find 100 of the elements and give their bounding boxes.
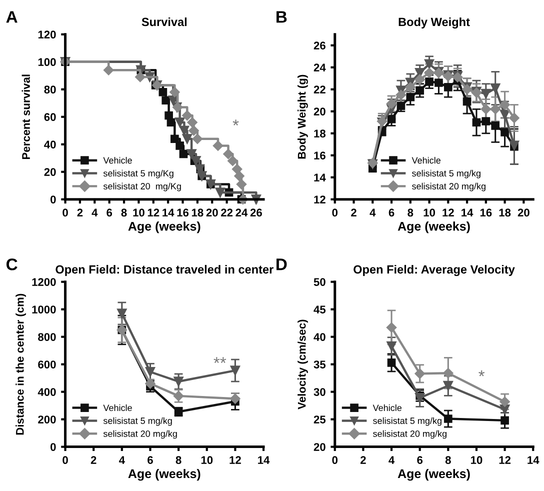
y-tick-label: 80	[44, 86, 56, 94]
legend-label: selisistat 5 mg/Kg	[103, 170, 174, 178]
x-tick-label: 24	[236, 208, 248, 216]
legend-label: selisistat 20 mg/Kg	[103, 182, 181, 192]
x-tick-label: 8	[176, 456, 182, 464]
chart-title: Body Weight	[398, 17, 470, 29]
x-tick-label: 8	[445, 456, 451, 464]
x-tick-label: 2	[351, 208, 356, 216]
x-tick-label: 4	[370, 208, 376, 216]
x-axis-title: Age (weeks)	[128, 468, 200, 481]
y-tick-label: 14	[314, 174, 326, 182]
x-tick-label: 14	[258, 456, 270, 464]
x-tick-label: 0	[62, 456, 68, 464]
x-tick-label: 12	[499, 456, 511, 464]
x-tick-label: 4	[388, 456, 395, 464]
y-tick-label: 26	[314, 42, 326, 50]
y-tick-label: 18	[314, 130, 326, 138]
y-tick-label: 0	[50, 196, 56, 204]
y-tick-label: 25	[314, 416, 326, 424]
y-tick-label: 40	[314, 333, 326, 341]
y-tick-label: 24	[314, 64, 326, 72]
legend-label: Vehicle	[412, 156, 440, 164]
x-tick-label: 12	[230, 456, 241, 464]
y-tick-label: 20	[44, 168, 56, 176]
y-tick-label: 20	[314, 443, 326, 451]
annotation: *	[478, 370, 485, 376]
y-tick-label: 800	[38, 333, 56, 341]
legend-label: selisistat 5 mg/kg	[103, 417, 172, 426]
x-tick-label: 14	[162, 208, 174, 216]
x-tick-label: 20	[206, 208, 218, 217]
chart-title: Open Field: Average Velocity	[354, 264, 515, 276]
y-axis-title: Body Weight (g)	[298, 74, 308, 159]
x-tick-label: 4	[92, 208, 98, 216]
y-tick-label: 22	[314, 86, 326, 94]
x-tick-label: 4	[119, 456, 125, 464]
y-tick-label: 16	[314, 152, 326, 160]
legend-label: selisistat 20 mg/kg	[412, 182, 486, 192]
x-axis-title: Age (weeks)	[398, 468, 470, 481]
chart-title: Open Field: Distance traveled in center	[56, 264, 274, 276]
y-tick-label: 40	[44, 140, 56, 148]
x-tick-label: 14	[528, 456, 540, 464]
x-tick-label: 18	[192, 208, 204, 217]
legend-label: selisistat 5 mg/kg	[412, 170, 480, 178]
chart-title: Survival	[142, 17, 187, 26]
x-tick-label: 6	[106, 208, 112, 217]
y-tick-label: 12	[314, 196, 326, 204]
x-tick-label: 0	[332, 208, 338, 217]
y-tick-label: 35	[314, 360, 326, 368]
x-axis-title: Age (weeks)	[398, 222, 470, 234]
y-axis-title: Percent survival	[22, 74, 30, 160]
legend-label: selisistat 5 mg/kg	[373, 417, 442, 426]
x-tick-label: 6	[388, 208, 394, 217]
y-tick-label: 1200	[32, 278, 56, 286]
legend-label: Vehicle	[372, 404, 402, 412]
y-tick-label: 400	[38, 388, 56, 396]
x-tick-label: 2	[360, 456, 366, 464]
text: C	[6, 258, 18, 270]
y-tick-label: 600	[38, 360, 56, 368]
y-tick-label: 20	[314, 108, 326, 116]
x-tick-label: 12	[442, 208, 454, 216]
y-tick-label: 1000	[32, 306, 56, 314]
x-tick-label: 10	[133, 208, 144, 217]
text: D	[276, 258, 287, 270]
legend-label: selisistat 20 mg/kg	[373, 430, 446, 439]
legend-label: Vehicle	[103, 404, 132, 412]
annotation: **	[214, 357, 226, 364]
y-tick-label: 0	[50, 443, 56, 451]
x-tick-label: 16	[177, 208, 189, 217]
y-tick-label: 120	[38, 30, 56, 39]
x-tick-label: 0	[332, 456, 338, 464]
x-tick-label: 12	[148, 208, 160, 216]
x-tick-label: 10	[424, 208, 436, 217]
annotation: *	[232, 120, 239, 126]
x-tick-label: 26	[250, 208, 262, 217]
x-tick-label: 8	[408, 208, 414, 217]
y-tick-label: 30	[314, 388, 326, 396]
x-tick-label: 2	[90, 456, 96, 464]
legend-label: selisistat 20 mg/kg	[103, 430, 177, 439]
y-tick-label: 200	[38, 416, 56, 424]
y-axis-title: Distance in the center (cm)	[16, 294, 26, 435]
y-tick-label: 60	[44, 113, 56, 121]
x-tick-label: 16	[480, 208, 492, 217]
x-tick-label: 2	[77, 208, 83, 216]
text: B	[276, 11, 287, 23]
x-tick-label: 6	[148, 456, 153, 464]
x-axis-title: Age (weeks)	[128, 222, 200, 234]
y-tick-label: 50	[314, 278, 326, 286]
text: A	[6, 11, 18, 23]
x-tick-label: 10	[201, 456, 213, 464]
x-tick-label: 8	[121, 208, 127, 217]
x-tick-label: 22	[221, 208, 233, 216]
x-tick-label: 18	[499, 208, 511, 217]
y-tick-label: 45	[314, 306, 326, 314]
x-tick-label: 0	[62, 208, 68, 217]
x-tick-label: 10	[471, 456, 482, 464]
x-tick-label: 6	[417, 456, 423, 464]
x-tick-label: 20	[518, 208, 530, 217]
y-tick-label: 100	[38, 58, 56, 66]
legend-label: Vehicle	[103, 156, 132, 164]
y-axis-title: Velocity (cm/sec)	[298, 320, 308, 410]
